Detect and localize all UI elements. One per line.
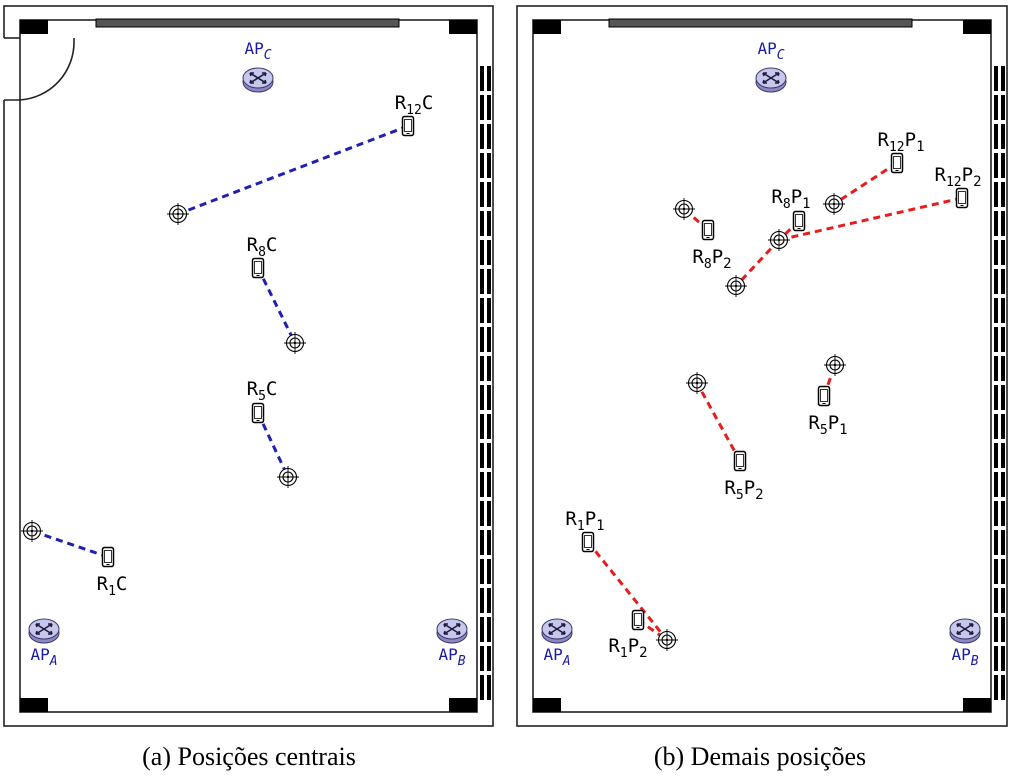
- corner-pillar: [449, 20, 477, 34]
- estimation-error-line: [31, 529, 109, 559]
- smartphone-icon: [581, 531, 595, 553]
- room-walls: [3, 5, 494, 727]
- crosshair-target-icon: [824, 354, 846, 376]
- markers: R12C R8C R5C R1C: [21, 92, 433, 599]
- smartphone-icon: [251, 402, 265, 424]
- receiver-5-c: R5C: [247, 378, 278, 424]
- receiver-label: R5C: [247, 378, 278, 404]
- receiver-label: R5P2: [724, 477, 763, 503]
- estimation-error-line: [177, 124, 409, 216]
- router-icon: [755, 67, 787, 93]
- router-icon: [242, 67, 274, 93]
- markers: R12P1 R12P2 R8P1 R8P2 R5P1 R5P2 R1P1 R1P2: [565, 129, 981, 661]
- access-point-label: APB: [951, 645, 978, 669]
- access-point-label: APA: [30, 645, 57, 669]
- estimation-error-line: [734, 238, 781, 288]
- access-point-b: APB: [949, 618, 981, 669]
- receiver-5-p1: R5P1: [808, 385, 848, 438]
- smartphone-icon: [733, 450, 747, 472]
- crosshair-target-icon: [725, 275, 747, 297]
- receiver-label: R12C: [395, 92, 434, 118]
- smartphone-icon: [701, 219, 715, 241]
- crosshair-target-icon: [21, 520, 43, 542]
- estimation-error-line: [778, 196, 963, 242]
- smartphone-icon: [401, 115, 415, 137]
- receiver-1-p1: R1P1: [565, 508, 605, 553]
- receiver-label: R1C: [97, 573, 128, 599]
- receiver-8-c: R8C: [247, 234, 278, 279]
- receiver-12-p2: R12P2: [935, 164, 982, 209]
- smartphone-icon: [631, 609, 645, 631]
- access-point-c: APC: [242, 39, 274, 93]
- receiver-12-p1: R12P1: [878, 129, 925, 174]
- estimation-error-line: [833, 161, 898, 206]
- panel-a: R12C R8C R5C R1C APC APA APB (a) Posições centr…: [2, 5, 494, 771]
- receiver-label: R1P2: [608, 635, 647, 661]
- receiver-1-c: R1C: [97, 546, 128, 599]
- receiver-label: R12P1: [878, 129, 925, 155]
- receiver-label: R12P2: [935, 164, 982, 190]
- smartphone-icon: [955, 187, 969, 209]
- top-board: [608, 18, 913, 28]
- access-point-a: APA: [541, 618, 573, 669]
- receiver-8-p1: R8P1: [771, 186, 811, 232]
- receiver-8-p2: R8P2: [692, 219, 732, 272]
- estimation-error-line: [695, 382, 742, 462]
- receiver-1-p2: R1P2: [608, 609, 648, 661]
- receiver-5-p2: R5P2: [724, 450, 764, 503]
- crosshair-target-icon: [656, 629, 678, 651]
- corner-pillar: [963, 698, 991, 712]
- corner-pillar: [963, 20, 991, 34]
- smartphone-icon: [792, 210, 806, 232]
- right-windows: [478, 66, 492, 700]
- receiver-label: R5P1: [808, 412, 847, 438]
- smartphone-icon: [101, 546, 115, 568]
- corner-pillar: [449, 698, 477, 712]
- receiver-label: R8P2: [692, 246, 731, 272]
- crosshair-target-icon: [768, 229, 790, 251]
- router-icon: [949, 618, 981, 644]
- router-icon: [28, 618, 60, 644]
- router-icon: [541, 618, 573, 644]
- panel-caption: (b) Demais posições: [654, 742, 866, 771]
- panel-caption: (a) Posições centrais: [142, 742, 356, 771]
- crosshair-target-icon: [284, 332, 306, 354]
- crosshair-target-icon: [673, 198, 695, 220]
- access-point-label: APC: [244, 39, 271, 63]
- top-board: [95, 18, 400, 28]
- access-point-b: APB: [436, 618, 468, 669]
- crosshair-target-icon: [277, 466, 299, 488]
- error-lines: [31, 124, 409, 559]
- access-point-label: APC: [757, 39, 784, 63]
- corner-pillar: [533, 20, 561, 34]
- corner-pillar: [20, 20, 48, 34]
- router-icon: [436, 618, 468, 644]
- crosshair-target-icon: [823, 193, 845, 215]
- door: [2, 37, 75, 101]
- access-point-a: APA: [28, 618, 60, 669]
- receiver-label: R1P1: [565, 508, 604, 534]
- crosshair-target-icon: [167, 203, 189, 225]
- room-walls: [516, 5, 1008, 727]
- crosshair-target-icon: [686, 372, 708, 394]
- smartphone-icon: [251, 257, 265, 279]
- smartphone-icon: [817, 385, 831, 407]
- corner-pillar: [20, 698, 48, 712]
- access-point-label: APA: [543, 645, 570, 669]
- estimation-error-line: [256, 267, 297, 344]
- receiver-label: R8C: [247, 234, 278, 260]
- right-windows: [992, 66, 1006, 700]
- access-point-c: APC: [755, 39, 787, 93]
- access-point-label: APB: [438, 645, 465, 669]
- corner-pillar: [533, 698, 561, 712]
- receiver-12-c: R12C: [395, 92, 434, 137]
- smartphone-icon: [890, 152, 904, 174]
- estimation-error-line: [586, 541, 669, 641]
- panel-b: R12P1 R12P2 R8P1 R8P2 R5P1 R5P2 R1P1 R1P2 APC APA…: [516, 5, 1008, 771]
- receiver-label: R8P1: [771, 186, 810, 212]
